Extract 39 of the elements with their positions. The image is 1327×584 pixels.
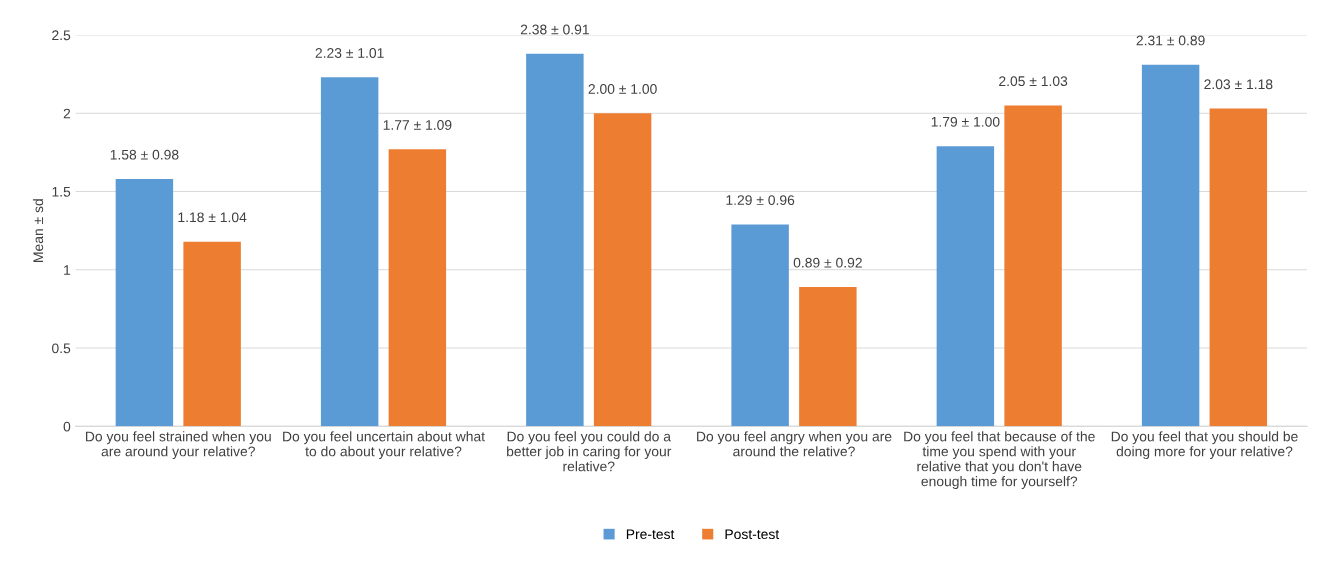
y-tick-label: 2.5 xyxy=(52,30,71,41)
y-tick-label: 0 xyxy=(63,421,71,432)
data-label: 2.00 ± 1.00 xyxy=(588,84,657,94)
x-tick-label: Do you feel you could do a better job in caring for your relative? xyxy=(507,431,672,472)
data-label: 2.03 ± 1.18 xyxy=(1204,79,1273,90)
bar xyxy=(115,179,174,427)
data-label: 1.77 ± 1.09 xyxy=(383,120,452,130)
bar xyxy=(1209,108,1268,427)
x-tick-label: Do you feel that because of the time you spend with your relative that you don't have enough time for yourself? xyxy=(904,431,1095,490)
bar xyxy=(936,146,995,427)
data-label: 2.05 ± 1.03 xyxy=(999,76,1068,87)
bar xyxy=(388,149,447,427)
y-tick-label: 2 xyxy=(63,108,71,119)
data-label: 1.29 ± 0.96 xyxy=(726,195,795,206)
data-label: 1.58 ± 0.98 xyxy=(110,149,179,160)
data-label: 1.79 ± 1.00 xyxy=(931,116,1000,127)
data-label: 1.18 ± 1.04 xyxy=(178,212,247,223)
bar xyxy=(526,53,584,427)
bar xyxy=(593,113,652,427)
bar xyxy=(731,224,789,427)
data-label: 2.31 ± 0.89 xyxy=(1136,35,1205,46)
bar xyxy=(799,287,857,427)
x-tick-label: Do you feel that you should be doing more for your relative? xyxy=(1111,431,1298,460)
bar xyxy=(320,77,379,427)
y-tick-label: 1 xyxy=(64,265,71,275)
legend-label: Pre-test xyxy=(626,529,675,540)
y-axis-title: Mean ± sd xyxy=(32,199,44,262)
y-tick-label: 1.5 xyxy=(52,187,71,197)
data-label: 2.38 ± 0.91 xyxy=(520,24,589,35)
x-tick-label: Do you feel angry when you are around the relative? xyxy=(697,431,892,457)
data-label: 0.89 ± 0.92 xyxy=(793,257,862,268)
bar xyxy=(183,241,241,427)
legend-label: Post-test xyxy=(725,529,780,540)
bar xyxy=(1141,64,1200,427)
bar xyxy=(1004,105,1062,427)
x-tick-label: Do you feel uncertain about what to do about your relative? xyxy=(283,431,485,460)
x-tick-label: Do you feel strained when you are around your relative? xyxy=(85,431,271,460)
y-tick-label: 0.5 xyxy=(52,343,71,354)
data-label: 2.23 ± 1.01 xyxy=(315,48,384,58)
